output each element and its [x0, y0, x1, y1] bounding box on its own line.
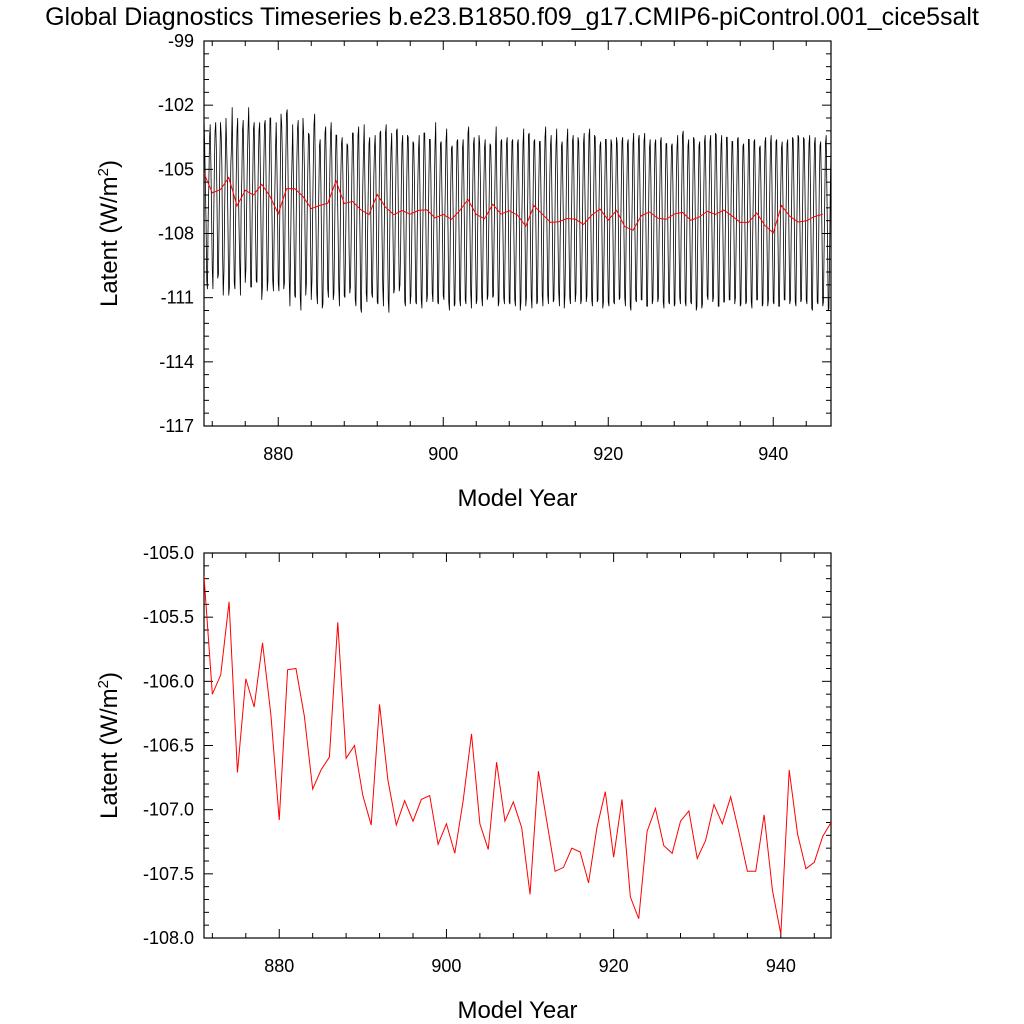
top-y-axis-title-main: Latent (W/m [96, 176, 123, 307]
top-y-axis-title: Latent (W/m2) [95, 160, 123, 307]
page-title: Global Diagnostics Timeseries b.e23.B185… [45, 3, 979, 31]
top-ytick-label: -108 [158, 224, 194, 244]
top-chart: -99 -102 -105 -108 -111 -114 -117 880 900 920 940 M… [95, 31, 832, 512]
top-xtick-label: 880 [263, 444, 293, 464]
bottom-y-axis-title-sup: 2 [95, 680, 112, 688]
top-ytick-label: -114 [159, 352, 194, 372]
top-series-monthly-line [204, 107, 831, 313]
bottom-ytick-label: -105.0 [143, 543, 194, 563]
top-y-axis-title-sup: 2 [95, 168, 112, 176]
top-ytick-label: -111 [161, 288, 194, 308]
top-plot-frame [203, 40, 832, 427]
top-ytick-label: -117 [159, 416, 194, 436]
bottom-ytick-label: -106.0 [143, 671, 194, 691]
top-xtick-label: 900 [428, 444, 458, 464]
bottom-y-axis-title-main: Latent (W/m [96, 688, 123, 819]
bottom-ytick-label: -105.5 [143, 607, 194, 627]
bottom-ytick-label: -106.5 [143, 736, 194, 756]
top-xtick-label: 940 [758, 444, 788, 464]
top-series-annual-line [204, 172, 823, 234]
bottom-ytick-label: -107.0 [143, 800, 194, 820]
top-ytick-label: -99 [168, 31, 194, 51]
bottom-xtick-label: 920 [599, 956, 629, 976]
bottom-x-axis-title: Model Year [457, 997, 577, 1024]
bottom-ytick-label: -108.0 [143, 928, 194, 948]
top-y-axis-title-end: ) [96, 160, 123, 168]
bottom-xtick-label: 900 [431, 956, 461, 976]
bottom-plot-frame [203, 552, 832, 939]
bottom-y-axis-title-end: ) [96, 672, 123, 680]
bottom-xtick-label: 940 [766, 956, 796, 976]
bottom-xtick-label: 880 [264, 956, 294, 976]
top-xtick-label: 920 [593, 444, 623, 464]
bottom-ytick-label: -107.5 [143, 864, 194, 884]
bottom-chart: -105.0 -105.5 -106.0 -106.5 -107.0 -107.5 -108… [95, 543, 832, 1024]
top-x-axis-title: Model Year [457, 485, 577, 512]
bottom-y-axis-title: Latent (W/m2) [95, 672, 123, 819]
bottom-series-annual-line [204, 576, 831, 935]
top-ytick-label: -105 [158, 159, 194, 179]
top-ytick-label: -102 [158, 95, 194, 115]
